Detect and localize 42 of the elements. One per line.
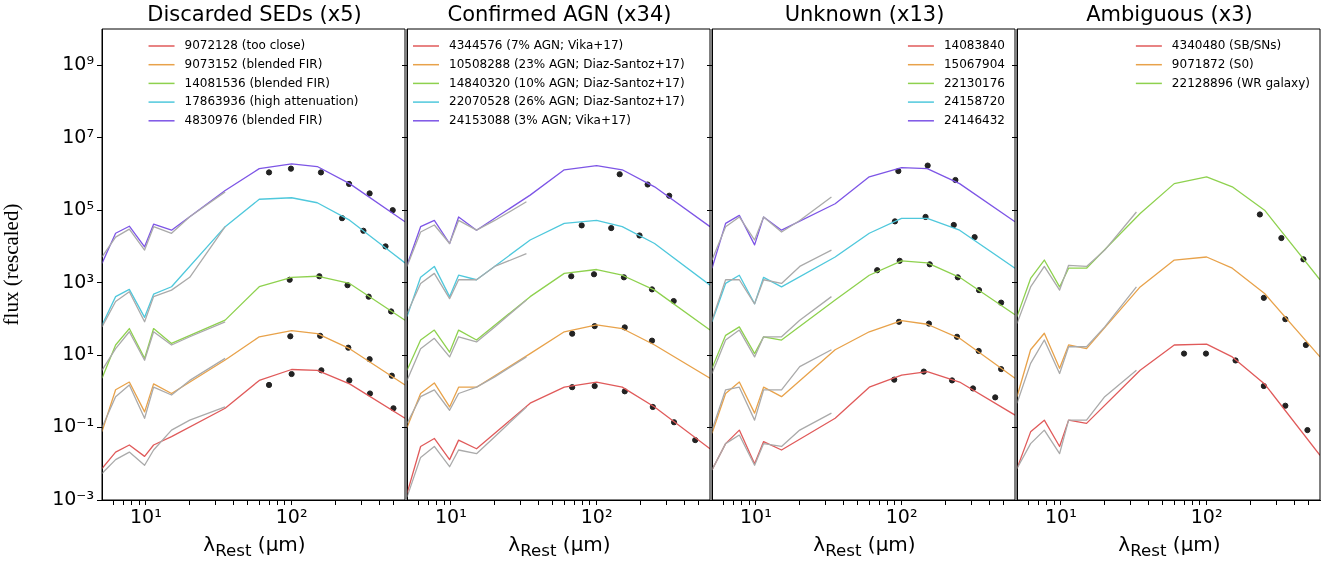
legend-label: 14840320 (10% AGN; Diaz-Santoz+17)	[449, 75, 685, 90]
x-axis-title: λ$_{Rest}$ (μm)	[202, 532, 307, 560]
legend-label: 4340480 (SB/SNs)	[1171, 38, 1282, 53]
legend-label: 9073152 (blended FIR)	[184, 56, 323, 71]
y-tick-label: 10⁻³	[52, 486, 94, 509]
legend-label: 15067904	[943, 56, 1005, 71]
y-axis-title: flux (rescaled)	[0, 203, 24, 326]
x-axis-title: λ$_{Rest}$ (μm)	[507, 532, 612, 560]
y-tick-label: 10⁹	[62, 52, 94, 75]
legend-label: 24158720	[943, 94, 1005, 109]
legend-label: 10508288 (23% AGN; Diaz-Santoz+17)	[449, 56, 685, 71]
legend-label: 4344576 (7% AGN; Vika+17)	[449, 38, 624, 53]
x-axis-title: λ$_{Rest}$ (μm)	[1117, 532, 1222, 560]
x-axis-title: λ$_{Rest}$ (μm)	[812, 532, 917, 560]
legend-label: 22128896 (WR galaxy)	[1171, 75, 1311, 90]
chart-title: Ambiguous (x3)	[1085, 1, 1254, 28]
x-tick-label: 10¹	[129, 505, 162, 528]
y-tick-label: 10⁷	[62, 124, 94, 147]
legend-label: 24146432	[943, 112, 1005, 127]
chart-title: Unknown (x13)	[783, 1, 946, 28]
x-tick-label: 10²	[1190, 505, 1223, 528]
legend-label: 9071872 (S0)	[1171, 56, 1254, 71]
legend-label: 24153088 (3% AGN; Vika+17)	[449, 112, 631, 127]
x-tick-label: 10¹	[1044, 505, 1077, 528]
y-tick-label: 10³	[62, 269, 94, 292]
legend-label: 22070528 (26% AGN; Diaz-Santoz+17)	[449, 94, 685, 109]
legend-label: 22130176	[943, 75, 1005, 90]
chart-title: Discarded SEDs (x5)	[146, 1, 363, 28]
x-tick-label: 10²	[580, 505, 613, 528]
legend-label: 4830976 (blended FIR)	[184, 112, 323, 127]
x-tick-label: 10²	[275, 505, 308, 528]
legend-label: 14083840	[943, 38, 1005, 53]
x-tick-label: 10²	[885, 505, 918, 528]
x-tick-label: 10¹	[434, 505, 467, 528]
chart-title: Confirmed AGN (x34)	[446, 1, 673, 28]
legend-label: 17863936 (high attenuation)	[184, 94, 359, 109]
y-tick-label: 10⁵	[62, 197, 94, 220]
x-tick-label: 10¹	[739, 505, 772, 528]
legend-label: 14081536 (blended FIR)	[184, 75, 330, 90]
y-tick-label: 10¹	[62, 342, 94, 365]
y-tick-label: 10⁻¹	[52, 414, 94, 437]
legend-label: 9072128 (too close)	[184, 38, 306, 53]
